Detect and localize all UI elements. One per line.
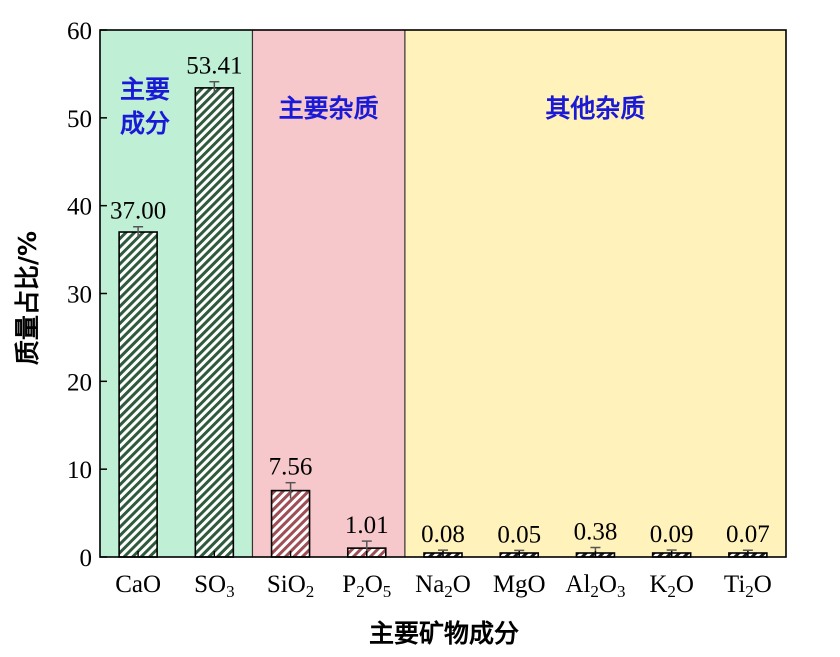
y-tick-label: 50 — [67, 106, 92, 133]
y-tick-label: 10 — [67, 457, 92, 484]
value-label: 1.01 — [345, 512, 389, 539]
region-label: 主要杂质 — [279, 94, 379, 123]
region-background — [252, 30, 405, 557]
bar-SiO2 — [270, 489, 311, 558]
bar-SO3 — [194, 87, 235, 558]
value-label: 0.09 — [650, 521, 694, 548]
value-label: 0.05 — [497, 521, 541, 548]
value-label: 7.56 — [269, 454, 313, 481]
y-tick-label: 20 — [67, 369, 92, 396]
region-label: 成分 — [120, 109, 170, 138]
x-axis-title: 主要矿物成分 — [369, 619, 519, 648]
y-tick-label: 60 — [67, 18, 92, 45]
value-label: 0.07 — [726, 521, 770, 548]
x-tick-label: Al2O3 — [565, 571, 625, 601]
bar-CaO — [118, 231, 158, 558]
y-tick-label: 40 — [67, 194, 92, 221]
y-tick-label: 30 — [67, 282, 92, 309]
value-label: 53.41 — [186, 53, 242, 80]
x-tick-label: SO3 — [194, 571, 234, 601]
region-label: 其他杂质 — [545, 94, 645, 123]
y-axis-title: 质量占比/% — [13, 231, 42, 365]
x-tick-label: CaO — [115, 571, 161, 598]
x-tick-label: Na2O — [415, 571, 471, 601]
y-tick-label: 0 — [80, 545, 93, 572]
x-tick-label: SiO2 — [267, 571, 314, 601]
value-label: 37.00 — [110, 198, 166, 225]
x-tick-label: P2O5 — [342, 571, 391, 601]
value-label: 0.08 — [421, 521, 465, 548]
region-background — [404, 30, 786, 557]
value-label: 0.38 — [574, 519, 618, 546]
x-tick-label: Ti2O — [724, 571, 772, 601]
x-tick-label: MgO — [493, 571, 546, 598]
region-label: 主要 — [120, 75, 170, 104]
x-tick-label: K2O — [649, 571, 694, 601]
